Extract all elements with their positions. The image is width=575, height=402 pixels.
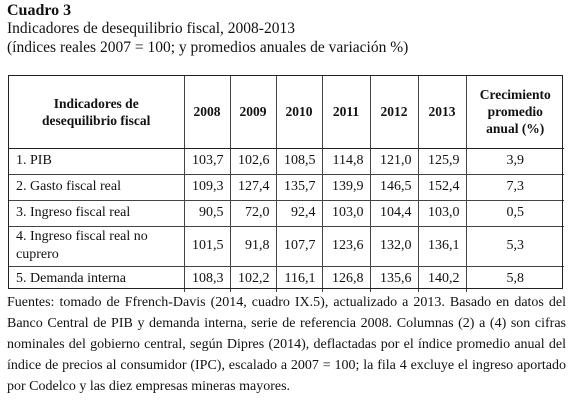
header-2010: 2010: [275, 76, 322, 149]
cell-2008: 90,5: [183, 199, 230, 226]
cell-2010: 108,5: [275, 147, 322, 174]
cell-2011: 123,6: [321, 225, 370, 266]
cell-growth: 5,8: [465, 265, 564, 292]
table-row: 1. PIB 103,7 102,6 108,5 114,8 121,0 125…: [9, 147, 564, 174]
cell-2013: 152,4: [417, 173, 466, 200]
cell-2009: 127,4: [229, 173, 276, 200]
header-growth-line3: anual (%): [486, 121, 545, 137]
cell-2009: 72,0: [229, 199, 276, 226]
row-label: 2. Gasto fiscal real: [9, 173, 184, 200]
table-row: 2. Gasto fiscal real 109,3 127,4 135,7 1…: [9, 173, 564, 200]
fiscal-indicators-table: Indicadores de desequilibrio fiscal 2008…: [9, 76, 564, 292]
header-2012: 2012: [369, 76, 418, 149]
table-subtitle: (índices reales 2007 = 100; y promedios …: [7, 39, 409, 56]
cell-2010: 92,4: [275, 199, 322, 226]
header-indicator-line1: Indicadores de: [53, 95, 139, 111]
header-2011: 2011: [321, 76, 370, 149]
header-2013: 2013: [417, 76, 466, 149]
header-2009: 2009: [229, 76, 276, 149]
cell-2012: 135,6: [369, 265, 418, 292]
cell-2008: 101,5: [183, 225, 230, 266]
cell-2012: 104,4: [369, 199, 418, 226]
cell-2011: 126,8: [321, 265, 370, 292]
row-label: 1. PIB: [9, 147, 184, 174]
row-label: 3. Ingreso fiscal real: [9, 199, 184, 226]
cell-2012: 121,0: [369, 147, 418, 174]
cell-2008: 109,3: [183, 173, 230, 200]
cell-growth: 0,5: [465, 199, 564, 226]
cell-2010: 135,7: [275, 173, 322, 200]
header-growth-line2: promedio: [487, 104, 543, 120]
table-title: Indicadores de desequilibrio fiscal, 200…: [7, 20, 295, 37]
cell-2009: 102,6: [229, 147, 276, 174]
table-row: 3. Ingreso fiscal real 90,5 72,0 92,4 10…: [9, 199, 564, 226]
table-row: 4. Ingreso fiscal real no cuprero 101,5 …: [9, 225, 564, 266]
cell-2013: 125,9: [417, 147, 466, 174]
cell-2012: 132,0: [369, 225, 418, 266]
cell-2008: 103,7: [183, 147, 230, 174]
cell-2011: 114,8: [321, 147, 370, 174]
cell-2009: 102,2: [229, 265, 276, 292]
cell-2011: 139,9: [321, 173, 370, 200]
row-label-line2: cuprero: [16, 247, 59, 262]
cell-2008: 108,3: [183, 265, 230, 292]
row-label: 4. Ingreso fiscal real no cuprero: [9, 225, 184, 266]
cell-2013: 136,1: [417, 225, 466, 266]
cell-2013: 140,2: [417, 265, 466, 292]
header-indicator-line2: desequilibrio fiscal: [42, 112, 151, 128]
header-indicator: Indicadores de desequilibrio fiscal: [9, 76, 184, 149]
row-label: 5. Demanda interna: [9, 265, 184, 292]
header-growth: Crecimiento promedio anual (%): [465, 76, 564, 149]
cell-2011: 103,0: [321, 199, 370, 226]
cell-growth: 7,3: [465, 173, 564, 200]
row-label-line1: 4. Ingreso fiscal real no: [16, 229, 148, 244]
source-note: Fuentes: tomado de Ffrench-Davis (2014, …: [7, 295, 566, 394]
cell-2009: 91,8: [229, 225, 276, 266]
cell-2010: 107,7: [275, 225, 322, 266]
header-2008: 2008: [183, 76, 230, 149]
header-growth-line1: Crecimiento: [479, 87, 551, 103]
cell-2010: 116,1: [275, 265, 322, 292]
table-row: 5. Demanda interna 108,3 102,2 116,1 126…: [9, 265, 564, 292]
table-label: Cuadro 3: [7, 2, 72, 19]
table-header-row: Indicadores de desequilibrio fiscal 2008…: [9, 76, 564, 149]
cell-2013: 103,0: [417, 199, 466, 226]
cell-2012: 146,5: [369, 173, 418, 200]
cell-growth: 3,9: [465, 147, 564, 174]
cell-growth: 5,3: [465, 225, 564, 266]
